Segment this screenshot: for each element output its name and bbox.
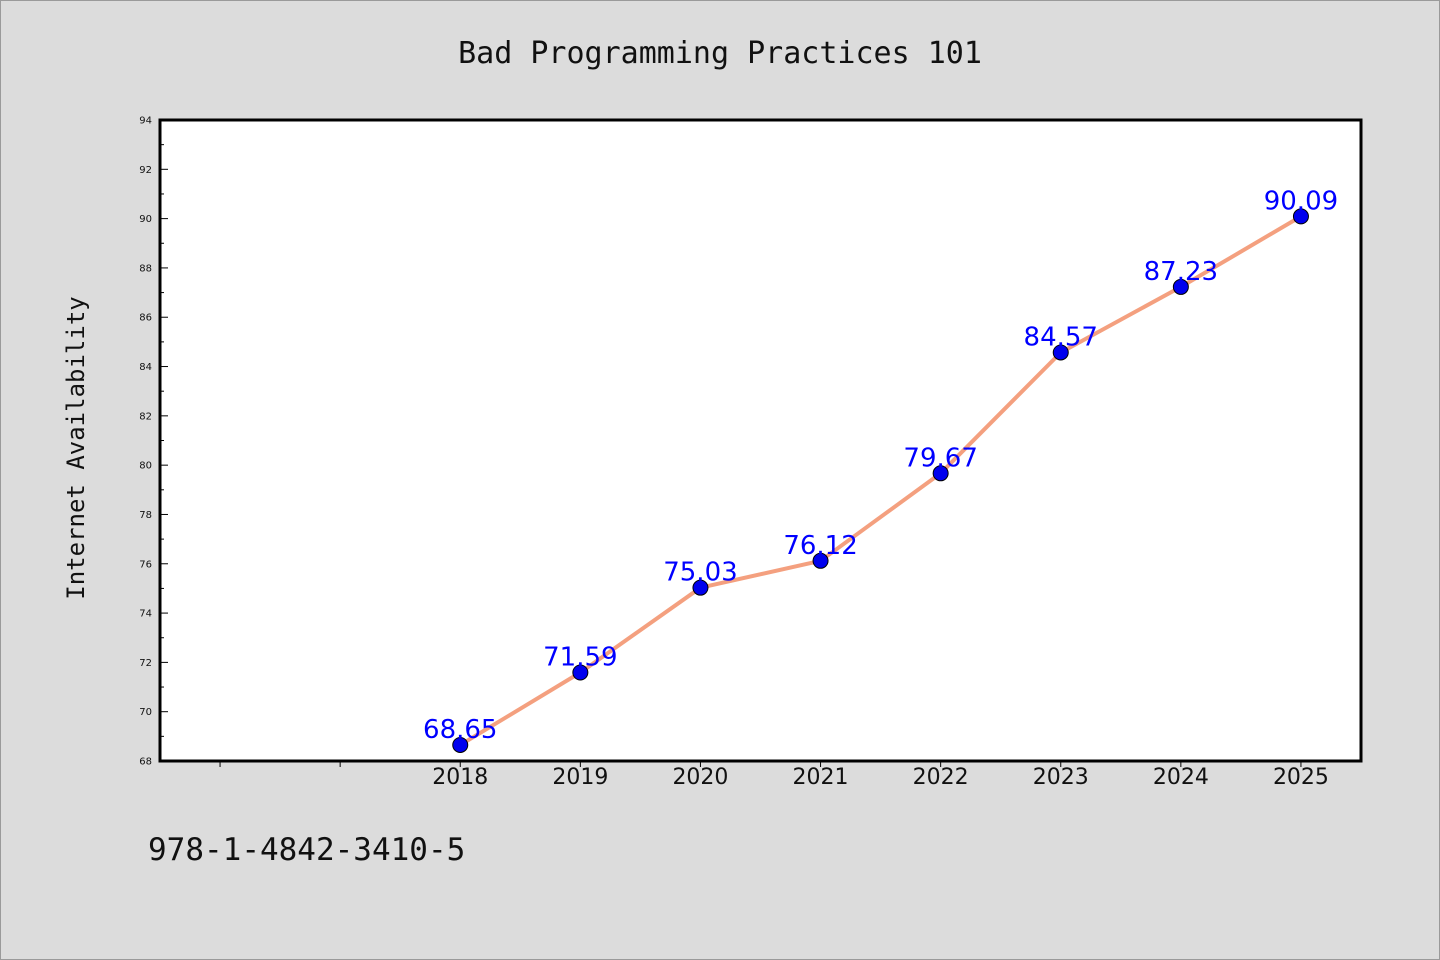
data-label: 90.09 [1264, 186, 1338, 216]
data-label: 87.23 [1144, 257, 1218, 287]
y-tick-label: 90 [139, 214, 152, 225]
x-tick-label: 2019 [552, 765, 608, 790]
plot-area [160, 120, 1361, 761]
data-label: 71.59 [543, 642, 617, 672]
footer-isbn: 978-1-4842-3410-5 [148, 832, 466, 868]
y-tick-label: 80 [139, 461, 152, 472]
y-tick-label: 92 [139, 165, 152, 176]
plot-border [158, 118, 1363, 763]
data-point-marker [692, 579, 709, 596]
data-point-marker [1292, 208, 1309, 225]
y-axis-label: Internet Availability [62, 296, 90, 599]
data-label: 76.12 [783, 531, 857, 561]
x-tick-label: 2024 [1153, 765, 1209, 790]
y-tick-label: 86 [139, 313, 152, 324]
data-markers [452, 208, 1309, 753]
x-tick-label: 2025 [1273, 765, 1329, 790]
data-point-marker [932, 465, 949, 482]
data-label: 84.57 [1024, 322, 1098, 352]
x-axis: 2018 2019 2020 2021 2022 2023 2024 2025 [219, 761, 1329, 790]
data-label: 79.67 [903, 443, 977, 473]
y-tick-label: 68 [139, 757, 152, 768]
data-labels: 68.65 71.59 75.03 76.12 79.67 84.57 87.23 90.09 [423, 186, 1338, 745]
chart-title: Bad Programming Practices 101 [458, 36, 982, 71]
data-point-marker [1172, 278, 1189, 295]
y-tick-label: 76 [139, 559, 152, 570]
x-tick-label: 2022 [913, 765, 969, 790]
data-label: 75.03 [663, 558, 737, 588]
data-point-marker [452, 736, 469, 753]
data-point-marker [1052, 344, 1069, 361]
data-point-marker [812, 552, 829, 569]
series-line [458, 214, 1303, 747]
y-tick-label: 70 [139, 707, 152, 718]
y-tick-label: 82 [139, 411, 152, 422]
x-tick-label: 2020 [672, 765, 728, 790]
x-tick-label: 2023 [1033, 765, 1089, 790]
y-tick-label: 88 [139, 263, 152, 274]
x-tick-label: 2018 [432, 765, 488, 790]
y-axis: 68 70 72 74 76 78 80 82 84 86 88 90 92 94 [139, 116, 168, 768]
data-label: 68.65 [423, 715, 497, 745]
y-tick-label: 74 [139, 609, 152, 620]
y-tick-label: 72 [139, 658, 152, 669]
x-tick-label: 2021 [793, 765, 849, 790]
data-point-marker [572, 664, 589, 681]
y-tick-label: 94 [139, 116, 152, 127]
y-tick-label: 78 [139, 510, 152, 521]
y-tick-label: 84 [139, 362, 152, 373]
